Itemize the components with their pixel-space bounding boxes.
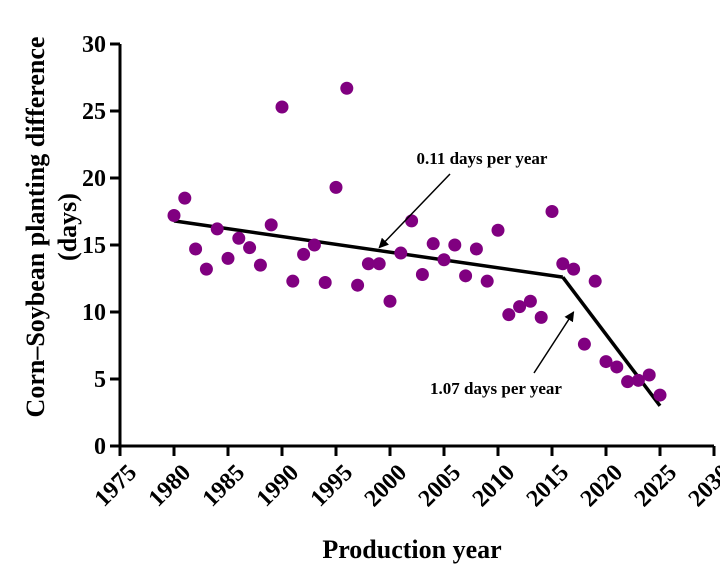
x-axis-title: Production year xyxy=(322,535,501,564)
data-point xyxy=(307,238,321,252)
data-points xyxy=(167,81,667,402)
annotations: 0.11 days per year 1.07 days per year xyxy=(378,149,575,398)
x-tick-label: 1990 xyxy=(252,460,304,512)
x-tick-label: 2030 xyxy=(684,460,720,512)
data-point xyxy=(545,205,559,218)
data-point xyxy=(599,355,613,369)
x-tick-label: 1985 xyxy=(198,460,250,512)
data-point xyxy=(577,337,591,351)
data-point xyxy=(567,262,581,276)
data-point xyxy=(642,368,656,382)
trend-segment xyxy=(561,276,662,407)
annotation-arrow xyxy=(378,173,451,249)
data-point xyxy=(437,253,451,267)
data-point xyxy=(426,237,440,251)
data-point xyxy=(394,246,408,260)
data-point xyxy=(513,300,527,314)
data-point xyxy=(556,257,570,271)
x-tick-label: 2010 xyxy=(468,460,520,512)
y-tick-label: 30 xyxy=(82,32,106,58)
y-tick-label: 10 xyxy=(82,300,106,326)
x-tick-label: 2000 xyxy=(360,460,412,512)
y-axis-title-line-1: Corn–Soybean planting difference xyxy=(21,37,50,418)
data-point xyxy=(286,274,300,288)
data-point xyxy=(459,269,473,283)
data-point xyxy=(210,222,224,236)
y-tick-label: 0 xyxy=(94,434,106,460)
y-tick-label: 20 xyxy=(82,166,106,192)
data-point xyxy=(253,258,267,272)
y-tick-label: 15 xyxy=(82,233,106,259)
data-point xyxy=(415,267,429,281)
x-tick-label: 1980 xyxy=(144,460,196,512)
data-point xyxy=(264,218,278,232)
data-point xyxy=(243,241,257,255)
x-tick-label: 2020 xyxy=(576,460,628,512)
data-point xyxy=(351,278,365,292)
data-point xyxy=(199,262,213,276)
annotation-label: 1.07 days per year xyxy=(430,379,562,398)
annotation-arrow xyxy=(533,311,575,374)
x-tick-label: 1995 xyxy=(306,460,358,512)
x-tick-label: 1975 xyxy=(90,460,142,512)
data-point xyxy=(448,238,462,252)
data-point xyxy=(534,310,548,324)
data-point xyxy=(383,294,397,308)
annotation-label: 0.11 days per year xyxy=(417,149,548,168)
trend-segment xyxy=(173,219,564,279)
data-point xyxy=(221,251,235,265)
data-point xyxy=(610,360,624,374)
data-point xyxy=(361,257,375,271)
data-point xyxy=(469,242,483,256)
data-point xyxy=(405,214,419,228)
data-point xyxy=(340,81,354,95)
data-point xyxy=(189,242,203,256)
data-point xyxy=(480,274,494,288)
data-point xyxy=(631,373,645,387)
x-tick-label: 2025 xyxy=(630,460,682,512)
data-point xyxy=(588,274,602,288)
data-point xyxy=(621,375,635,389)
y-tick-label: 5 xyxy=(94,367,106,393)
data-point xyxy=(275,100,289,114)
trend-lines xyxy=(173,219,662,407)
y-tick-label: 25 xyxy=(82,99,106,125)
data-point xyxy=(502,308,516,322)
y-axis-title-line-2: (days) xyxy=(53,193,82,261)
data-point xyxy=(523,294,537,308)
data-point xyxy=(318,276,332,290)
data-point xyxy=(167,209,181,223)
data-point xyxy=(329,180,343,194)
data-point xyxy=(232,231,246,245)
x-tick-label: 2005 xyxy=(414,460,466,512)
data-point xyxy=(372,257,386,271)
data-point xyxy=(491,223,505,237)
x-tick-label: 2015 xyxy=(522,460,574,512)
data-point xyxy=(653,388,667,402)
data-point xyxy=(297,247,311,261)
data-point xyxy=(178,191,192,205)
